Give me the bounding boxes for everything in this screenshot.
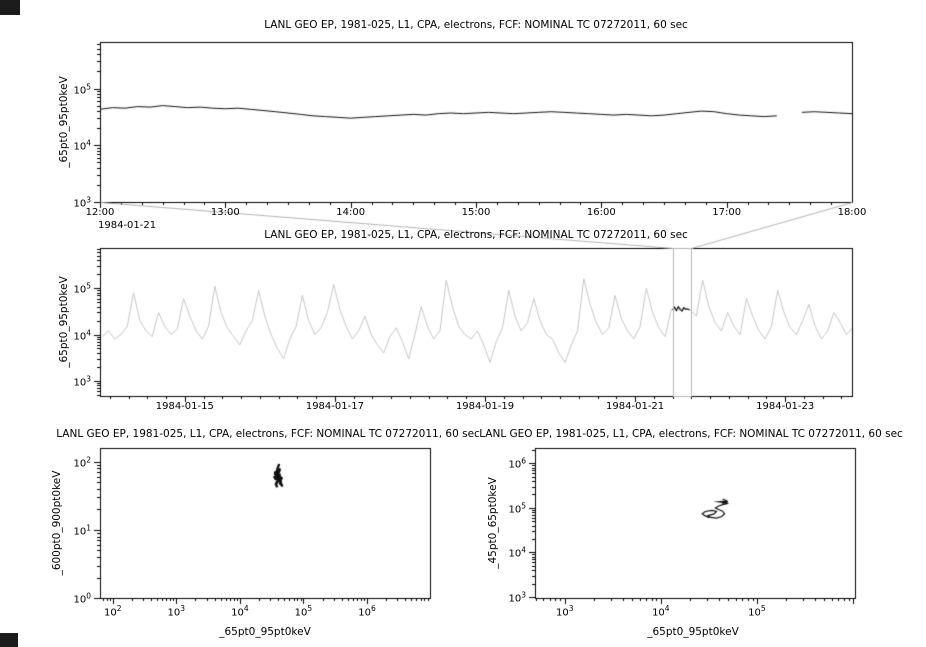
tick-label: 105 <box>73 281 91 296</box>
tick-label: 16:00 <box>586 207 616 218</box>
tick-label: 18:00 <box>837 207 867 218</box>
tick-label: 1984-01-21 <box>606 401 665 412</box>
tick-label: 103 <box>555 604 574 619</box>
tick-label: 105 <box>73 81 91 97</box>
plot1-x-context-date: 1984-01-21 <box>98 220 157 231</box>
tick-label: 105 <box>294 604 313 619</box>
tick-label: 12:00 <box>85 207 115 218</box>
tick-label: 102 <box>73 455 91 470</box>
plot3-y-axis-label: _600pt0_900pt0keV <box>51 470 63 576</box>
plot3-title: LANL GEO EP, 1981-025, L1, CPA, electron… <box>56 428 480 440</box>
tick-label: 102 <box>103 604 122 619</box>
tick-label: 101 <box>73 523 91 538</box>
tick-label: 17:00 <box>712 207 742 218</box>
plot1-y-axis-label: _65pt0_95pt0keV <box>58 76 70 168</box>
window-corner-grip-top <box>0 0 20 15</box>
tick-label: 106 <box>508 456 526 471</box>
scatter-600-900-plot-area[interactable] <box>100 448 430 598</box>
window-corner-grip-bottom <box>0 633 18 647</box>
plot4-y-axis-label: _45pt0_65pt0keV <box>487 477 499 569</box>
tick-label: 14:00 <box>336 207 366 218</box>
tick-label: 103 <box>167 604 186 619</box>
plot2-y-axis-label: _65pt0_95pt0keV <box>58 276 70 368</box>
scatter-45-65-plot-area[interactable] <box>535 448 855 598</box>
tick-label: 1984-01-23 <box>756 401 815 412</box>
tick-label: 1984-01-17 <box>305 401 364 412</box>
plot4-x-axis-label: _65pt0_95pt0keV <box>647 626 739 638</box>
top-timeseries-plot-area[interactable] <box>100 42 852 202</box>
tick-label: 100 <box>73 591 91 606</box>
tick-label: 104 <box>73 327 91 343</box>
tick-label: 105 <box>748 604 766 619</box>
plot2-title: LANL GEO EP, 1981-025, L1, CPA, electron… <box>264 229 688 241</box>
tick-label: 104 <box>231 604 249 619</box>
tick-label: 15:00 <box>461 207 491 218</box>
tick-label: 104 <box>652 604 670 619</box>
tick-label: 1984-01-19 <box>455 401 515 412</box>
tick-label: 105 <box>508 501 526 516</box>
tick-label: 1984-01-15 <box>155 401 214 412</box>
tick-label: 106 <box>358 604 376 619</box>
plot1-title: LANL GEO EP, 1981-025, L1, CPA, electron… <box>264 19 688 31</box>
plot4-title: LANL GEO EP, 1981-025, L1, CPA, electron… <box>479 428 903 440</box>
tick-label: 13:00 <box>210 207 240 218</box>
tick-label: 104 <box>508 545 526 561</box>
tick-label: 104 <box>73 138 91 153</box>
tick-label: 103 <box>73 374 91 389</box>
plot3-x-axis-label: _65pt0_95pt0keV <box>219 626 311 638</box>
tick-label: 103 <box>73 195 91 210</box>
context-overview-plot-area[interactable] <box>100 248 852 396</box>
tick-label: 103 <box>508 590 526 605</box>
